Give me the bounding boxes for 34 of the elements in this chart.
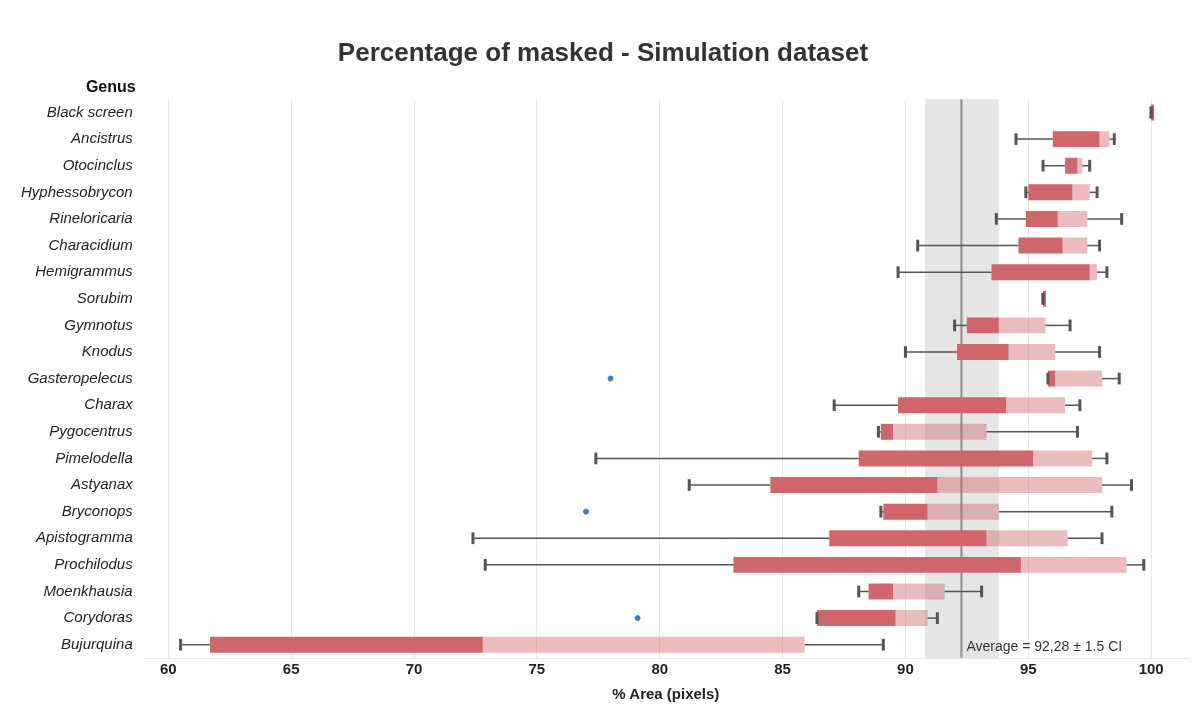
- y-tick-label: Prochilodus: [54, 555, 134, 573]
- y-tick-label: Bryconops: [61, 501, 134, 519]
- y-tick-label: Hemigrammus: [35, 262, 134, 280]
- y-tick-label: Gasteropelecus: [27, 368, 134, 386]
- chart-title: Percentage of masked - Simulation dataset: [337, 36, 869, 67]
- x-tick-label: 95: [1019, 660, 1037, 678]
- y-axis-title: Genus: [85, 77, 136, 95]
- y-tick-label: Apistogramma: [35, 528, 133, 546]
- x-tick-label: 100: [1138, 660, 1164, 678]
- ref-line-label: Average = 92,28 ± 1.5 CI: [966, 637, 1123, 654]
- y-tick-label: Ancistrus: [70, 129, 134, 147]
- y-tick-label: Astyanax: [70, 475, 134, 493]
- y-tick-label: Corydoras: [63, 608, 134, 626]
- y-tick-label: Pygocentrus: [49, 421, 134, 439]
- y-tick-label: Black screen: [46, 102, 133, 120]
- x-tick-label: 70: [405, 660, 423, 678]
- y-tick-label: Pimelodella: [55, 448, 133, 466]
- y-tick-label: Charax: [84, 395, 134, 413]
- y-tick-label: Bujurquina: [61, 634, 133, 652]
- x-tick-label: 60: [159, 660, 177, 678]
- y-tick-label: Characidium: [48, 235, 133, 253]
- y-tick-label: Sorubim: [76, 288, 133, 306]
- x-tick-label: 85: [774, 660, 791, 678]
- x-tick-label: 75: [528, 660, 546, 678]
- y-tick-label: Gymnotus: [64, 315, 134, 333]
- x-tick-label: 90: [897, 660, 914, 678]
- y-tick-label: Knodus: [81, 342, 134, 360]
- x-tick-label: 80: [651, 660, 669, 678]
- y-tick-label: Otocinclus: [62, 155, 134, 173]
- x-axis-title: % Area (pixels): [612, 685, 720, 703]
- y-tick-label: Hyphessobrycon: [20, 182, 133, 200]
- y-tick-label: Moenkhausia: [43, 581, 133, 599]
- y-tick-label: Rineloricaria: [49, 209, 133, 227]
- x-tick-label: 65: [282, 660, 300, 678]
